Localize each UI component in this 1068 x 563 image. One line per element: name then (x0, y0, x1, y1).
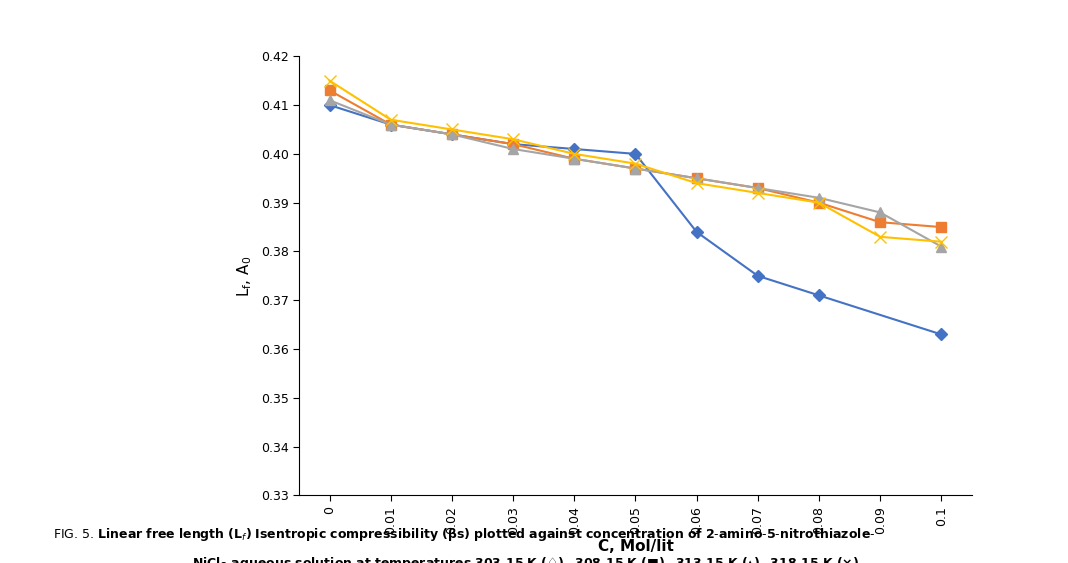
308.15 K (■) (568, 155, 581, 162)
303.15 K (◆) (752, 272, 765, 279)
318.15 K (×) (506, 136, 519, 142)
308.15 K (■) (506, 141, 519, 148)
313.15 K (▲) (384, 121, 397, 128)
303.15 K (◆) (506, 141, 519, 148)
318.15 K (×) (324, 77, 336, 84)
313.15 K (▲) (629, 165, 642, 172)
313.15 K (▲) (934, 243, 947, 250)
318.15 K (×) (813, 199, 826, 206)
Line: 313.15 K (▲): 313.15 K (▲) (325, 95, 946, 252)
308.15 K (■) (384, 121, 397, 128)
303.15 K (◆) (690, 229, 703, 235)
313.15 K (▲) (324, 97, 336, 104)
303.15 K (◆) (568, 146, 581, 153)
318.15 K (×) (690, 180, 703, 186)
318.15 K (×) (445, 126, 458, 133)
303.15 K (◆) (629, 150, 642, 157)
Line: 303.15 K (◆): 303.15 K (◆) (326, 101, 945, 338)
308.15 K (■) (445, 131, 458, 138)
313.15 K (▲) (568, 155, 581, 162)
Text: $\bf{NiCl_2\ aqueous\ solution\ at\ temperatures\ 303.15\ K\ (\diamondsuit),\ 30: $\bf{NiCl_2\ aqueous\ solution\ at\ temp… (192, 555, 864, 563)
Text: FIG. 5. $\bf{Linear\ free\ length\ (L_{\it{f}})\ Isentropic\ compressibility\ (\: FIG. 5. $\bf{Linear\ free\ length\ (L_{\… (53, 526, 876, 543)
303.15 K (◆) (813, 292, 826, 299)
303.15 K (◆) (445, 131, 458, 138)
308.15 K (■) (324, 87, 336, 94)
318.15 K (×) (752, 190, 765, 196)
318.15 K (×) (384, 117, 397, 123)
303.15 K (◆) (384, 121, 397, 128)
318.15 K (×) (874, 234, 886, 240)
308.15 K (■) (690, 175, 703, 182)
318.15 K (×) (629, 160, 642, 167)
308.15 K (■) (934, 224, 947, 230)
313.15 K (▲) (874, 209, 886, 216)
Y-axis label: L$_{\rm f}$, A$_{\rm 0}$: L$_{\rm f}$, A$_{\rm 0}$ (235, 255, 254, 297)
308.15 K (■) (629, 165, 642, 172)
303.15 K (◆) (324, 102, 336, 109)
308.15 K (■) (874, 219, 886, 226)
318.15 K (×) (934, 238, 947, 245)
313.15 K (▲) (752, 185, 765, 191)
Line: 308.15 K (■): 308.15 K (■) (325, 86, 946, 232)
308.15 K (■) (752, 185, 765, 191)
313.15 K (▲) (445, 131, 458, 138)
303.15 K (◆) (934, 331, 947, 338)
308.15 K (■) (813, 199, 826, 206)
Line: 318.15 K (×): 318.15 K (×) (324, 75, 947, 247)
313.15 K (▲) (690, 175, 703, 182)
313.15 K (▲) (506, 146, 519, 153)
313.15 K (▲) (813, 194, 826, 201)
X-axis label: C, Mol/lit: C, Mol/lit (597, 539, 674, 555)
318.15 K (×) (568, 150, 581, 157)
